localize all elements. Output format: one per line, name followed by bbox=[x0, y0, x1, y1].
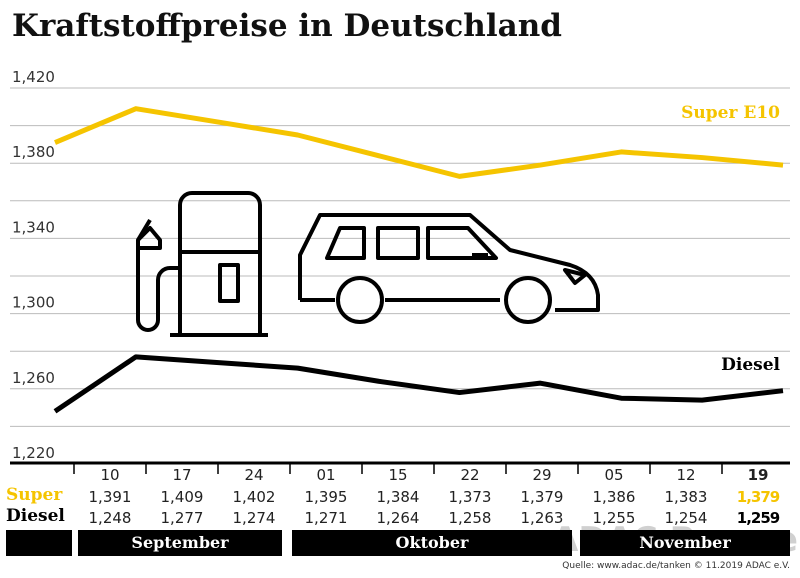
y-tick-label: 1,300 bbox=[12, 294, 55, 312]
x-tick-label: 12 bbox=[676, 466, 696, 484]
y-tick-label: 1,220 bbox=[12, 444, 55, 462]
data-label: 1,259 bbox=[736, 509, 780, 527]
x-tick-label: 01 bbox=[316, 466, 336, 484]
row-label: Super bbox=[6, 485, 63, 505]
x-tick-label: 29 bbox=[532, 466, 552, 484]
data-label: 1,255 bbox=[592, 509, 636, 527]
x-tick-label: 24 bbox=[244, 466, 264, 484]
source-note: Quelle: www.adac.de/tanken © 11.2019 ADA… bbox=[562, 561, 790, 571]
row-label: Diesel bbox=[6, 506, 65, 526]
data-label: 1,373 bbox=[448, 488, 492, 506]
data-label: 1,258 bbox=[448, 509, 492, 527]
x-tick-label: 05 bbox=[604, 466, 624, 484]
month-label: November bbox=[580, 530, 790, 556]
series-line-diesel bbox=[53, 354, 784, 414]
car-icon bbox=[298, 213, 600, 324]
data-label: 1,277 bbox=[160, 509, 204, 527]
x-tick-label: 17 bbox=[172, 466, 192, 484]
data-label: 1,254 bbox=[664, 509, 708, 527]
chart-title: Kraftstoffpreise in Deutschland bbox=[12, 8, 562, 44]
data-label: 1,264 bbox=[376, 509, 420, 527]
month-bar bbox=[6, 530, 72, 556]
data-label: 1,379 bbox=[520, 488, 564, 506]
series-line-super bbox=[54, 106, 784, 179]
data-label: 1,384 bbox=[376, 488, 420, 506]
data-label: 1,248 bbox=[88, 509, 132, 527]
data-label: 1,383 bbox=[664, 488, 708, 506]
month-label: September bbox=[78, 530, 282, 556]
data-label: 1,409 bbox=[160, 488, 204, 506]
x-tick-label: 10 bbox=[100, 466, 120, 484]
data-label: 1,379 bbox=[736, 488, 780, 506]
data-label: 1,402 bbox=[232, 488, 276, 506]
fuel-pump-icon bbox=[136, 191, 268, 337]
month-label: Oktober bbox=[292, 530, 572, 556]
data-label: 1,395 bbox=[304, 488, 348, 506]
data-label: 1,391 bbox=[88, 488, 132, 506]
y-tick-label: 1,420 bbox=[12, 68, 55, 86]
x-tick-label: 19 bbox=[747, 466, 769, 484]
x-tick-label: 15 bbox=[388, 466, 408, 484]
data-label: 1,386 bbox=[592, 488, 636, 506]
y-tick-label: 1,260 bbox=[12, 369, 55, 387]
y-tick-label: 1,340 bbox=[12, 218, 55, 236]
legend-diesel: Diesel bbox=[721, 355, 780, 375]
data-label: 1,263 bbox=[520, 509, 564, 527]
legend-super: Super E10 bbox=[681, 103, 780, 123]
x-tick-label: 22 bbox=[460, 466, 480, 484]
y-tick-label: 1,380 bbox=[12, 143, 55, 161]
data-label: 1,274 bbox=[232, 509, 276, 527]
data-label: 1,271 bbox=[304, 509, 348, 527]
